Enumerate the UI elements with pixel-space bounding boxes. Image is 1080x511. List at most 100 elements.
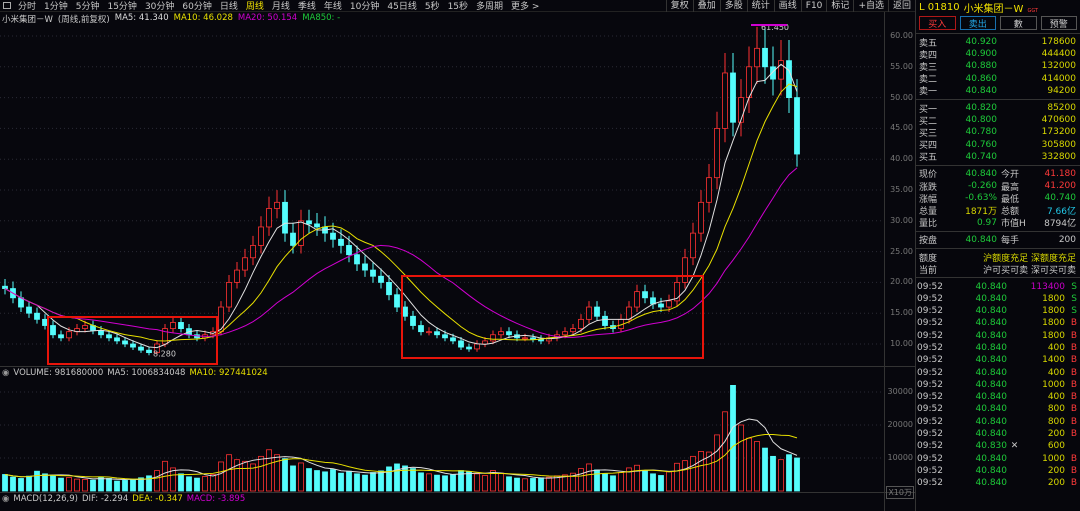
volume-bar <box>482 475 488 492</box>
panel-toggle-icon[interactable] <box>3 2 11 9</box>
volume-value: VOLUME: 981680000 <box>13 368 104 378</box>
candle <box>642 291 648 299</box>
trade-time: 09:52 <box>917 293 943 304</box>
level-volume: 94200 <box>1047 85 1076 96</box>
collapse-icon[interactable]: ◉ <box>2 494 10 504</box>
sell-button[interactable]: 卖出 <box>959 16 996 30</box>
volume-bar <box>618 472 624 492</box>
volume-tick: 10000 <box>887 453 913 462</box>
volume-bar <box>98 476 104 492</box>
volume-tick: 30000 <box>887 387 913 396</box>
period-tab[interactable]: 周线 <box>245 2 264 12</box>
period-tab[interactable]: 多周期 <box>476 2 504 12</box>
period-tab[interactable]: 60分钟 <box>182 2 212 12</box>
trade-time: 09:52 <box>917 281 943 292</box>
candle <box>290 232 296 246</box>
price-tick: 55.00 <box>890 61 913 71</box>
trade-time: 09:52 <box>917 441 943 452</box>
period-tab[interactable]: 10分钟 <box>349 2 380 12</box>
candle <box>586 306 592 320</box>
candle <box>594 306 600 317</box>
period-tab[interactable]: 分时 <box>18 2 37 12</box>
stat-value: 200 <box>1058 234 1076 245</box>
tool-button[interactable]: 标记 <box>826 0 853 12</box>
volume-bar <box>250 463 256 492</box>
alert-button[interactable]: 预警 <box>1040 16 1077 30</box>
volume-bar <box>778 459 784 492</box>
period-tab[interactable]: 1分钟 <box>44 2 68 12</box>
volume-bar <box>266 449 272 492</box>
tool-button[interactable]: 复权 <box>665 0 693 12</box>
tool-button[interactable]: 返回 <box>887 0 915 12</box>
candle <box>434 331 440 336</box>
stat-value: 0.97 <box>976 217 997 228</box>
level-price: 40.880 <box>965 61 998 72</box>
volume-bar <box>698 451 704 492</box>
trade-volume: 1000 <box>1042 379 1065 390</box>
ma20-line <box>4 167 798 338</box>
level-price: 40.760 <box>965 139 998 150</box>
period-tab[interactable]: 15秒 <box>447 2 469 12</box>
stat-row: 现价 40.840 今开 41.180 <box>916 168 1080 181</box>
collapse-icon[interactable]: ◉ <box>2 368 10 378</box>
stock-name: 小米集团－W <box>2 15 53 25</box>
level-label: 买二 <box>919 116 938 127</box>
flash-order-button[interactable]: 數 <box>1000 16 1037 30</box>
period-tab[interactable]: 月线 <box>271 2 290 12</box>
price-tick: 25.00 <box>890 246 913 256</box>
volume-bar <box>338 472 344 492</box>
trade-volume: 200 <box>1047 465 1065 476</box>
tool-button[interactable]: 叠加 <box>692 0 720 12</box>
volume-bar <box>466 471 472 492</box>
volume-bar <box>658 475 664 492</box>
period-tab[interactable]: 30分钟 <box>144 2 175 12</box>
candle <box>170 322 176 330</box>
tool-button[interactable]: 统计 <box>746 0 774 12</box>
volume-bar <box>202 476 208 492</box>
trade-volume: 1800 <box>1042 330 1065 341</box>
stock-code: L 01810 <box>919 2 960 13</box>
volume-bar <box>210 474 216 492</box>
period-tab[interactable]: 5分钟 <box>75 2 100 12</box>
tool-button[interactable]: 画线 <box>773 0 801 12</box>
level-label: 卖二 <box>919 75 938 86</box>
period-tab[interactable]: 45日线 <box>387 2 417 12</box>
volume-bar <box>370 472 376 492</box>
trade-row: 09:52 40.840 200 B <box>916 428 1080 440</box>
ma5-value: MA5: 41.340 <box>114 13 169 23</box>
volume-bar <box>10 476 16 492</box>
volume-chart[interactable] <box>0 378 884 492</box>
order-book-row: 买四 40.760 305800 <box>916 139 1080 152</box>
volume-bar <box>74 478 80 492</box>
period-tab[interactable]: 日线 <box>219 2 238 12</box>
chart-mode: (周线,前复权) <box>57 15 110 25</box>
stat-label: 涨跌 <box>919 182 938 193</box>
period-tab[interactable]: 15分钟 <box>107 2 137 12</box>
volume-bar <box>730 385 736 492</box>
trade-ticker[interactable]: 09:52 40.840 113400 S 09:52 40.840 1800 S 09:52 4… <box>916 280 1080 489</box>
ggt-tag: GGT <box>1027 7 1039 14</box>
volume-bar <box>674 462 680 492</box>
period-tab[interactable]: 更多 > <box>511 2 540 12</box>
period-tab[interactable]: 5秒 <box>424 2 440 12</box>
candle <box>730 72 736 123</box>
pane-divider <box>0 492 915 493</box>
buy-button[interactable]: 买入 <box>919 16 956 30</box>
stat-label: 按盘 <box>919 236 938 247</box>
candle <box>722 72 728 129</box>
tool-button[interactable]: +自选 <box>853 0 888 12</box>
period-tab[interactable]: 年线 <box>323 2 342 12</box>
candlestick-chart[interactable]: 61.450 8.280 <box>0 24 884 366</box>
period-toolbar: 分时 1分钟 5分钟 15分钟 30分钟 60分钟 日线 周线 月线 季线 年线 10分钟 45日线 5秒… <box>0 0 915 12</box>
candle <box>58 334 64 339</box>
volume-bar <box>58 477 64 492</box>
stat-value: 40.840 <box>965 168 998 179</box>
stat-value: 1871万 <box>965 207 997 218</box>
tool-button[interactable]: 多股 <box>719 0 747 12</box>
trade-volume: 400 <box>1047 367 1065 378</box>
period-tab[interactable]: 季线 <box>297 2 316 12</box>
trade-side: B <box>1070 367 1077 378</box>
candle <box>682 257 688 283</box>
quote-header: L 01810 小米集团－W GGT <box>916 0 1080 15</box>
tool-button[interactable]: F10 <box>800 0 827 12</box>
